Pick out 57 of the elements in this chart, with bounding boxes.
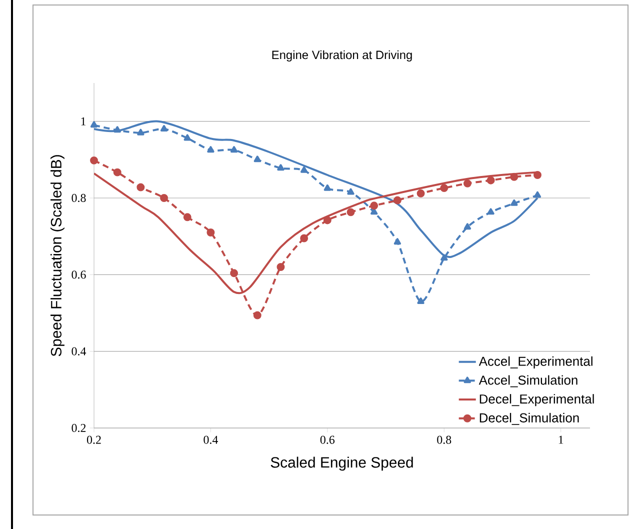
y-tick-label: 1 [81,117,86,126]
point [324,184,331,191]
point [137,128,144,136]
point [184,134,191,141]
chart-title: Engine Vibration at Driving [272,50,412,62]
point [347,188,354,195]
point [300,166,308,173]
point [534,191,542,198]
y-tick-label: 0.2 [72,424,86,432]
point [370,202,378,210]
point [463,179,472,188]
point [90,121,98,128]
x-tick-label: 1 [558,436,564,444]
y-tick-label: 0.6 [72,270,86,279]
point [300,234,308,242]
y-axis-title: Speed Fluctuation (Scaled dB) [50,155,64,356]
point [440,184,448,192]
point [90,156,98,164]
point [277,164,284,171]
point [183,213,192,222]
point [160,125,168,132]
x-axis-title: Scaled Engine Speed [270,456,413,471]
legend-label: Decel_Experimental [480,394,594,406]
y-tick-label: 0.8 [72,194,86,202]
point [323,216,332,224]
point [394,238,402,245]
x-tick-label: 0.8 [437,436,452,444]
point [510,172,518,181]
point [346,208,355,216]
legend-label: Accel_Simulation [478,375,578,388]
point [113,168,122,176]
point [440,254,448,261]
point [370,208,378,215]
point [417,298,424,304]
legend-label: Decel_Simulation [480,412,579,425]
point [160,194,168,202]
point [253,311,262,320]
point [254,156,261,162]
point [207,146,214,153]
point [510,199,518,206]
point [230,269,238,278]
point [487,208,494,215]
y-tick-label: 0.4 [72,347,86,356]
point [464,223,472,230]
point [533,171,542,179]
point [276,263,285,271]
x-tick-label: 0.4 [204,436,218,444]
point [416,189,425,198]
point [230,146,238,153]
x-tick-label: 0.6 [320,436,335,444]
point [486,176,495,184]
legend-label: Accel_Experimental [478,356,592,368]
point [206,228,215,236]
x-tick-label: 0.2 [86,436,101,444]
point [114,126,121,133]
point [393,196,402,204]
point [136,183,145,192]
